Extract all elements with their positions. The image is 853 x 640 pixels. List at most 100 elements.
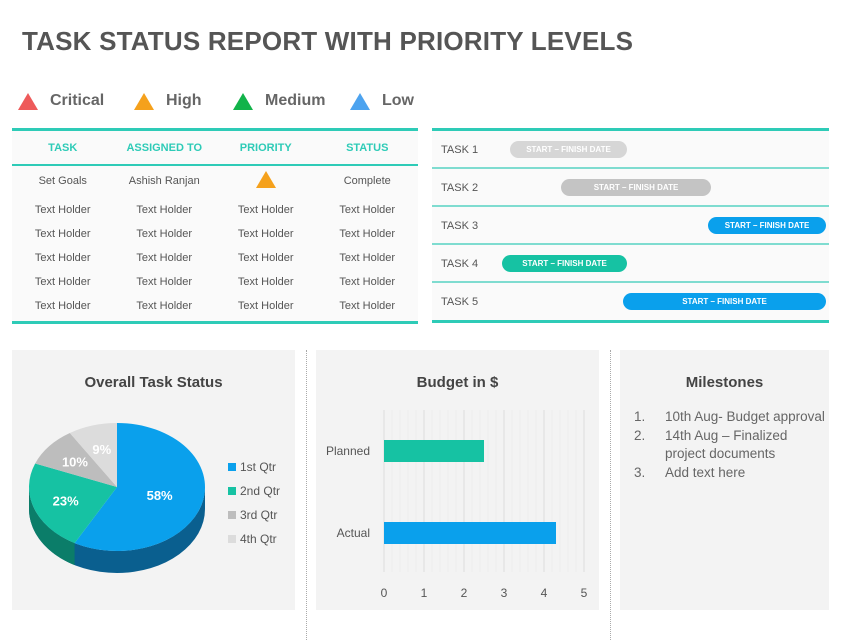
legend-swatch — [228, 511, 236, 519]
bar-title: Budget in $ — [416, 374, 499, 391]
pie-chart: 58% 23% 10% 9% — [28, 423, 205, 573]
gantt-bar[interactable]: START – FINISH DATE — [510, 141, 627, 158]
cell: Text Holder — [136, 228, 193, 240]
legend-label: 1st Qtr — [240, 460, 277, 474]
pie-title: Overall Task Status — [84, 374, 223, 391]
gantt-row: TASK 3 START – FINISH DATE — [432, 207, 829, 245]
x-tick-label: 4 — [541, 586, 548, 600]
legend-medium: Medium — [233, 92, 325, 110]
gantt-bar[interactable]: START – FINISH DATE — [502, 255, 627, 272]
cell: Text Holder — [136, 204, 193, 216]
cell: Text Holder — [237, 228, 294, 240]
pie-legend-item: 4th Qtr — [228, 532, 277, 546]
gantt-task-label: TASK 4 — [441, 258, 479, 270]
table-header: TASK ASSIGNED TO PRIORITY STATUS — [12, 131, 418, 166]
task-table: TASK ASSIGNED TO PRIORITY STATUS Set Goa… — [12, 128, 418, 324]
budget-panel: Budget in $ Planned Actual 0 1 2 3 4 5 — [316, 350, 599, 610]
cell: Text Holder — [34, 204, 91, 216]
table-row: Text Holder Text Holder Text Holder Text Ho… — [12, 294, 418, 318]
pie-side-2nd-qtr — [29, 487, 75, 566]
legend-label: High — [166, 92, 202, 109]
milestone-item: 1. 10th Aug- Budget approval — [634, 408, 829, 427]
legend-label: 4th Qtr — [240, 532, 277, 546]
task-status-panel: Overall Task Status 58% 23% 10% 9% 1st Qtr 2… — [12, 350, 295, 610]
legend-label: Critical — [50, 92, 105, 109]
gantt-task-label: TASK 5 — [441, 296, 479, 308]
triangle-icon — [233, 92, 253, 110]
legend-high: High — [134, 92, 202, 110]
pie-data-label: 58% — [147, 488, 173, 503]
cell: Text Holder — [339, 204, 396, 216]
milestone-list: 1. 10th Aug- Budget approval 2. 14th Aug – … — [634, 408, 829, 482]
pie-legend-item: 1st Qtr — [228, 460, 276, 474]
bar-planned — [384, 440, 484, 462]
page-title: TASK STATUS REPORT WITH PRIORITY LEVELS — [22, 26, 634, 56]
pie-legend-item: 2nd Qtr — [228, 484, 280, 498]
triangle-icon — [134, 92, 154, 110]
legend-label: Low — [382, 92, 414, 109]
bar-chart: Planned Actual 0 1 2 3 4 5 — [326, 410, 588, 600]
header-status: STATUS — [346, 141, 389, 154]
pie-legend-item: 3rd Qtr — [228, 508, 277, 522]
cell: Text Holder — [34, 252, 91, 264]
table-row: Text Holder Text Holder Text Holder Text Ho… — [12, 222, 418, 246]
cell: Text Holder — [339, 276, 396, 288]
cell: Text Holder — [237, 204, 294, 216]
legend-low: Low — [350, 92, 414, 110]
header-assigned: ASSIGNED TO — [126, 141, 203, 154]
table-row: Text Holder Text Holder Text Holder Text Ho… — [12, 270, 418, 294]
pie-slice-1 — [74, 423, 205, 551]
milestone-text: 10th Aug- Budget approval — [665, 409, 825, 424]
x-tick-label: 5 — [581, 586, 588, 600]
gantt-task-label: TASK 2 — [441, 182, 479, 194]
table-row: Text Holder Text Holder Text Holder Text Ho… — [12, 198, 418, 222]
milestone-number: 1. — [634, 409, 646, 424]
gantt-task-label: TASK 1 — [441, 144, 479, 156]
gantt-row: TASK 5 START – FINISH DATE — [432, 283, 829, 321]
cell: Text Holder — [237, 252, 294, 264]
cell: Text Holder — [34, 300, 91, 312]
legend-swatch — [228, 535, 236, 543]
milestone-item: 3. Add text here — [634, 464, 829, 483]
milestone-text: Add text here — [665, 464, 746, 480]
milestone-text: 14th Aug – Finalized project documents — [665, 427, 788, 462]
gantt-row: TASK 1 START – FINISH DATE — [432, 131, 829, 169]
pie-data-label: 23% — [53, 493, 79, 508]
cell: Set Goals — [38, 175, 87, 187]
cell: Text Holder — [339, 228, 396, 240]
legend-label: 2nd Qtr — [240, 484, 281, 498]
pie-data-label: 9% — [92, 442, 111, 457]
pie-slice-2 — [28, 463, 117, 544]
table-row: Text Holder Text Holder Text Holder Text Ho… — [12, 246, 418, 270]
triangle-icon — [350, 92, 370, 110]
gantt-row: TASK 4 START – FINISH DATE — [432, 245, 829, 283]
pie-slice-4 — [69, 423, 117, 487]
milestones-title: Milestones — [685, 374, 764, 391]
pie-data-label: 10% — [62, 455, 88, 470]
table-row: Set Goals Ashish Ranjan Complete — [12, 166, 418, 196]
gantt-bar[interactable]: START – FINISH DATE — [708, 217, 826, 234]
cell: Text Holder — [136, 300, 193, 312]
cell: Text Holder — [339, 252, 396, 264]
gantt-bar[interactable]: START – FINISH DATE — [623, 293, 826, 310]
cell: Text Holder — [136, 276, 193, 288]
divider — [306, 350, 307, 640]
pie-slice-3 — [35, 432, 117, 487]
gantt-chart: TASK 1 START – FINISH DATE TASK 2 START – F… — [432, 128, 829, 323]
x-tick-label: 0 — [381, 586, 388, 600]
legend-label: Medium — [265, 92, 326, 109]
cell — [215, 171, 317, 191]
cell: Text Holder — [237, 300, 294, 312]
gantt-bar[interactable]: START – FINISH DATE — [561, 179, 711, 196]
x-tick-label: 1 — [421, 586, 428, 600]
cell: Text Holder — [34, 228, 91, 240]
triangle-icon — [18, 92, 38, 110]
header-priority: PRIORITY — [239, 141, 292, 154]
cell: Text Holder — [339, 300, 396, 312]
cell: Ashish Ranjan — [128, 175, 200, 187]
milestones-panel: Milestones 1. 10th Aug- Budget approval 2.… — [620, 350, 829, 610]
legend-swatch — [228, 463, 236, 471]
cell: Complete — [343, 175, 391, 187]
legend-label: 3rd Qtr — [240, 508, 278, 522]
gantt-task-label: TASK 3 — [441, 220, 479, 232]
